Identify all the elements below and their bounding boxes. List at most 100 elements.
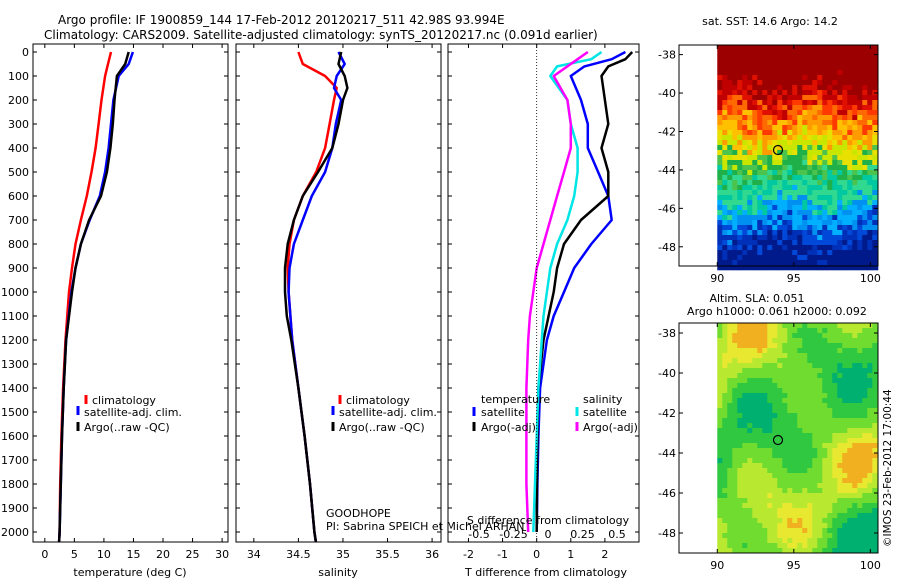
- sst-cell: [747, 255, 753, 261]
- sla-cell: [817, 513, 823, 519]
- sst-cell: [832, 200, 838, 206]
- sla-cell: [802, 468, 808, 474]
- sla-cell: [807, 473, 813, 479]
- sla-cell: [822, 448, 828, 454]
- sst-cell: [742, 190, 748, 196]
- sla-cell: [817, 518, 823, 524]
- sla-cell: [757, 413, 763, 419]
- x-tick-label: 34: [247, 548, 261, 561]
- sla-cell: [767, 323, 773, 329]
- sst-cell: [752, 175, 758, 181]
- sla-cell: [752, 533, 758, 539]
- sst-cell: [827, 170, 833, 176]
- sla-cell: [837, 463, 843, 469]
- sla-cell: [832, 363, 838, 369]
- x-tick-label: 35.5: [375, 548, 400, 561]
- sst-cell: [797, 140, 803, 146]
- sla-cell: [872, 348, 878, 354]
- sst-cell: [832, 175, 838, 181]
- sst-cell: [872, 65, 878, 71]
- sst-cell: [762, 55, 768, 61]
- sla-cell: [832, 498, 838, 504]
- sst-cell: [842, 195, 848, 201]
- sla-cell: [732, 358, 738, 364]
- sst-cell: [782, 165, 788, 171]
- sla-cell: [762, 398, 768, 404]
- sla-cell: [747, 443, 753, 449]
- sst-cell: [757, 45, 763, 51]
- sst-cell: [777, 150, 783, 156]
- sst-cell: [837, 50, 843, 56]
- sla-cell: [857, 458, 863, 464]
- sla-cell: [832, 358, 838, 364]
- sla-cell: [762, 448, 768, 454]
- sst-cell: [777, 225, 783, 231]
- sla-cell: [847, 343, 853, 349]
- sst-cell: [817, 80, 823, 86]
- sst-cell: [817, 170, 823, 176]
- sla-cell: [727, 463, 733, 469]
- sst-cell: [812, 225, 818, 231]
- sst-cell: [727, 250, 733, 256]
- sla-cell: [717, 478, 723, 484]
- sst-cell: [777, 190, 783, 196]
- sla-cell: [787, 428, 793, 434]
- sla-cell: [757, 533, 763, 539]
- map-y-tick-label: -42: [658, 407, 676, 420]
- sst-cell: [852, 125, 858, 131]
- sla-cell: [752, 343, 758, 349]
- sla-cell: [817, 333, 823, 339]
- sla-cell: [762, 538, 768, 544]
- sst-cell: [847, 115, 853, 121]
- sla-cell: [737, 513, 743, 519]
- sst-cell: [817, 65, 823, 71]
- sst-cell: [792, 70, 798, 76]
- sst-cell: [772, 115, 778, 121]
- sla-cell: [792, 528, 798, 534]
- sst-cell: [837, 170, 843, 176]
- sst-cell: [817, 55, 823, 61]
- sst-cell: [812, 255, 818, 261]
- sla-cell: [757, 423, 763, 429]
- sla-cell: [847, 378, 853, 384]
- sst-cell: [737, 265, 743, 271]
- sst-cell: [867, 165, 873, 171]
- sst-cell: [857, 115, 863, 121]
- sla-cell: [757, 343, 763, 349]
- sla-cell: [817, 388, 823, 394]
- sla-cell: [792, 368, 798, 374]
- sst-cell: [867, 105, 873, 111]
- sla-cell: [722, 388, 728, 394]
- sst-cell: [737, 55, 743, 61]
- sla-cell: [787, 518, 793, 524]
- sst-cell: [837, 120, 843, 126]
- sst-cell: [757, 110, 763, 116]
- sst-cell: [797, 185, 803, 191]
- sst-cell: [767, 215, 773, 221]
- sst-cell: [807, 75, 813, 81]
- sst-cell: [802, 150, 808, 156]
- sla-cell: [787, 388, 793, 394]
- sst-cell: [767, 50, 773, 56]
- sst-cell: [842, 80, 848, 86]
- sla-cell: [767, 378, 773, 384]
- sla-cell: [872, 433, 878, 439]
- sst-cell: [767, 140, 773, 146]
- sla-cell: [722, 403, 728, 409]
- sst-cell: [782, 80, 788, 86]
- sst-cell: [762, 210, 768, 216]
- sst-cell: [807, 175, 813, 181]
- sla-cell: [822, 533, 828, 539]
- sla-cell: [822, 358, 828, 364]
- sst-cell: [837, 185, 843, 191]
- sla-cell: [832, 408, 838, 414]
- sst-cell: [792, 130, 798, 136]
- sst-cell: [862, 225, 868, 231]
- sla-cell: [767, 523, 773, 529]
- sst-cell: [842, 110, 848, 116]
- sst-cell: [872, 70, 878, 76]
- sla-cell: [732, 493, 738, 499]
- sst-cell: [777, 180, 783, 186]
- sst-cell: [797, 230, 803, 236]
- sla-cell: [807, 508, 813, 514]
